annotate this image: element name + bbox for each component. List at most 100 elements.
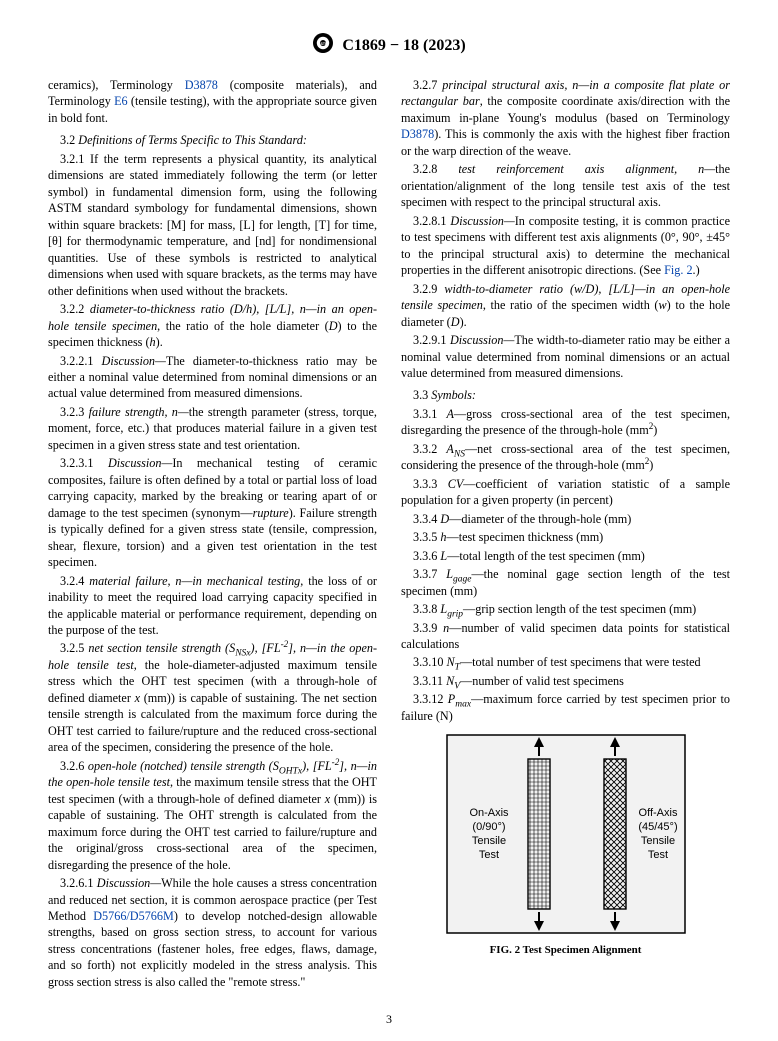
term: test reinforcement axis alignment, n— bbox=[458, 162, 715, 176]
s: L bbox=[446, 567, 453, 581]
sn: 3.3.6 bbox=[413, 549, 440, 563]
section-3-2-6-1: 3.2.6.1 Discussion—While the hole causes… bbox=[48, 875, 377, 990]
sn: 3.2.4 bbox=[60, 574, 89, 588]
link-fig2[interactable]: Fig. 2 bbox=[664, 263, 692, 277]
sn: 3.2.6 bbox=[60, 759, 88, 773]
svg-text:ASTM: ASTM bbox=[318, 42, 328, 46]
sn: 3.2.2 bbox=[60, 302, 90, 316]
sn: 3.3.3 bbox=[413, 477, 448, 491]
sn: 3.3.12 bbox=[413, 692, 448, 706]
text: —number of valid specimen data points fo… bbox=[401, 621, 730, 651]
section-3-2-5: 3.2.5 net section tensile strength (SNSx… bbox=[48, 640, 377, 755]
section-3-2: 3.2 Definitions of Terms Specific to Thi… bbox=[48, 132, 377, 148]
page-header: ASTM C1869 − 18 (2023) bbox=[48, 32, 730, 59]
intro-paragraph: ceramics), Terminology D3878 (composite … bbox=[48, 77, 377, 126]
sym: ANS bbox=[446, 442, 465, 456]
figure-2-caption: FIG. 2 Test Specimen Alignment bbox=[401, 943, 730, 958]
discussion-head: Discussion— bbox=[108, 456, 172, 470]
section-3-3-9: 3.3.9 n—number of valid specimen data po… bbox=[401, 620, 730, 653]
sn: 3.2.3 bbox=[60, 405, 89, 419]
section-3-3-2: 3.3.2 ANS—net cross-sectional area of th… bbox=[401, 441, 730, 474]
link-d3878[interactable]: D3878 bbox=[185, 78, 218, 92]
sn: 3.2.7 bbox=[413, 78, 442, 92]
sn: 3.3 bbox=[413, 388, 431, 402]
section-3-2-1: 3.2.1 If the term represents a physical … bbox=[48, 151, 377, 299]
svg-text:Test: Test bbox=[478, 849, 498, 861]
link-e6[interactable]: E6 bbox=[114, 94, 128, 108]
section-3-3-7: 3.3.7 Lgage—the nominal gage section len… bbox=[401, 566, 730, 599]
text: —total length of the test specimen (mm) bbox=[447, 549, 645, 563]
discussion-head: Discussion— bbox=[450, 214, 514, 228]
text: —test specimen thickness (mm) bbox=[447, 530, 604, 544]
figure-2-svg: On-Axis (0/90°) Tensile Test Off-Axis (4… bbox=[446, 734, 686, 934]
rupture: rupture bbox=[253, 506, 289, 520]
section-3-2-4: 3.2.4 material failure, n—in mechanical … bbox=[48, 573, 377, 639]
discussion-head: Discussion— bbox=[97, 876, 161, 890]
document-page: ASTM C1869 − 18 (2023) ceramics), Termin… bbox=[0, 0, 778, 1041]
section-3-2-8: 3.2.8 test reinforcement axis alignment,… bbox=[401, 161, 730, 210]
svg-text:On-Axis: On-Axis bbox=[469, 807, 509, 819]
section-3-3-11: 3.3.11 NV—number of valid test specimens bbox=[401, 673, 730, 689]
sn: 3.2.5 bbox=[60, 641, 88, 655]
s: N bbox=[447, 655, 455, 669]
svg-text:(45/45°): (45/45°) bbox=[638, 821, 677, 833]
link-d5766[interactable]: D5766/D5766M bbox=[93, 909, 174, 923]
term: material failure, n—in mechanical testin… bbox=[89, 574, 300, 588]
text: ) bbox=[653, 423, 657, 437]
link-d3878-b[interactable]: D3878 bbox=[401, 127, 434, 141]
sym: NT bbox=[447, 655, 460, 669]
svg-text:Tensile: Tensile bbox=[471, 835, 505, 847]
t: net section tensile strength (S bbox=[88, 641, 235, 655]
discussion-head: Discussion— bbox=[450, 333, 514, 347]
sn: 3.3.11 bbox=[413, 674, 446, 688]
section-3-2-3: 3.2.3 failure strength, n—the strength p… bbox=[48, 404, 377, 453]
sym: D bbox=[440, 512, 449, 526]
section-head: Symbols: bbox=[431, 388, 476, 402]
sn: 3.3.10 bbox=[413, 655, 447, 669]
sub: grip bbox=[447, 610, 463, 620]
sym: Lgrip bbox=[440, 602, 463, 616]
section-3-3-6: 3.3.6 L—total length of the test specime… bbox=[401, 548, 730, 564]
discussion-head: Discussion— bbox=[102, 354, 166, 368]
sym: Lgage bbox=[446, 567, 471, 581]
text: ). bbox=[460, 315, 467, 329]
s: N bbox=[446, 674, 454, 688]
var-w: w bbox=[659, 298, 667, 312]
t: ), [FL bbox=[302, 759, 332, 773]
sn: 3.3.2 bbox=[413, 442, 446, 456]
sn: 3.3.9 bbox=[413, 621, 443, 635]
section-num: 3.2 bbox=[60, 133, 78, 147]
section-3-3-4: 3.3.4 D—diameter of the through-hole (mm… bbox=[401, 511, 730, 527]
sn: 3.2.2.1 bbox=[60, 354, 102, 368]
sn: 3.2.9 bbox=[413, 282, 444, 296]
astm-logo: ASTM bbox=[312, 32, 334, 59]
section-3-2-9-1: 3.2.9.1 Discussion—The width-to-diameter… bbox=[401, 332, 730, 381]
text: ). bbox=[156, 335, 163, 349]
text: , the ratio of the specimen width ( bbox=[483, 298, 659, 312]
text: , the ratio of the hole diameter ( bbox=[157, 319, 329, 333]
sym: NV bbox=[446, 674, 460, 688]
text: —diameter of the through-hole (mm) bbox=[449, 512, 631, 526]
svg-text:(0/90°): (0/90°) bbox=[472, 821, 505, 833]
section-3-3-1: 3.3.1 A—gross cross-sectional area of th… bbox=[401, 406, 730, 439]
section-3-2-9: 3.2.9 width-to-diameter ratio (w/D), [L/… bbox=[401, 281, 730, 330]
section-3-3-8: 3.3.8 Lgrip—grip section length of the t… bbox=[401, 601, 730, 617]
sn: 3.2.9.1 bbox=[413, 333, 450, 347]
term: failure strength, n— bbox=[89, 405, 189, 419]
sn: 3.2.6.1 bbox=[60, 876, 97, 890]
sn: 3.3.1 bbox=[413, 407, 446, 421]
section-3-2-3-1: 3.2.3.1 Discussion—In mechanical testing… bbox=[48, 455, 377, 570]
section-3-2-2-1: 3.2.2.1 Discussion—The diameter-to-thick… bbox=[48, 353, 377, 402]
section-3-2-8-1: 3.2.8.1 Discussion—In composite testing,… bbox=[401, 213, 730, 279]
sn: 3.3.5 bbox=[413, 530, 440, 544]
sn: 3.2.3.1 bbox=[60, 456, 108, 470]
section-3-3-5: 3.3.5 h—test specimen thickness (mm) bbox=[401, 529, 730, 545]
text: —total number of test specimens that wer… bbox=[460, 655, 701, 669]
figure-2: On-Axis (0/90°) Tensile Test Off-Axis (4… bbox=[401, 734, 730, 957]
text: ). This is commonly the axis with the hi… bbox=[401, 127, 730, 157]
page-number: 3 bbox=[0, 1012, 778, 1027]
text: .) bbox=[693, 263, 700, 277]
section-head: Definitions of Terms Specific to This St… bbox=[78, 133, 307, 147]
var-d: D bbox=[451, 315, 460, 329]
sn: 3.3.7 bbox=[413, 567, 446, 581]
